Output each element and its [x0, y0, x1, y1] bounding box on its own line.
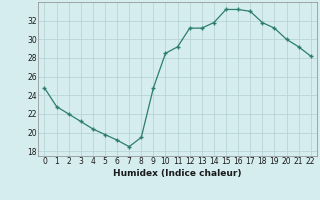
X-axis label: Humidex (Indice chaleur): Humidex (Indice chaleur)	[113, 169, 242, 178]
